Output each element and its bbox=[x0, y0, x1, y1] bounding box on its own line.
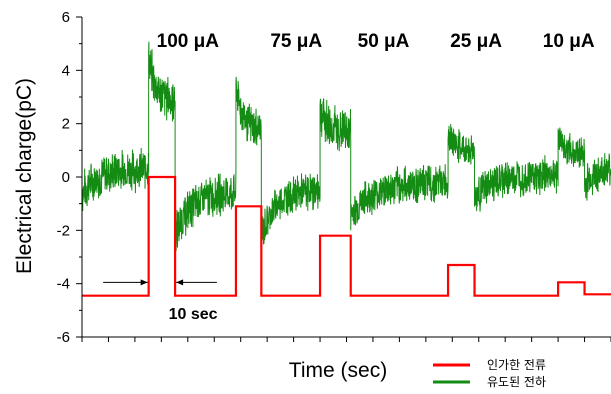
y-tick-label: -2 bbox=[57, 222, 70, 239]
current-label: 50 μA bbox=[358, 31, 410, 52]
current-label: 10 μA bbox=[543, 31, 595, 52]
legend-label-applied-current: 인가한 전류 bbox=[487, 358, 546, 372]
current-label: 100 μA bbox=[157, 31, 220, 52]
induced-charge-series bbox=[81, 41, 611, 252]
labels: 100 μA 75 μA 50 μA 25 μA 10 μA 10 sec bbox=[103, 31, 595, 323]
y-axis-label: Electrical charge(pC) bbox=[13, 78, 36, 274]
x-axis-label: Time (sec) bbox=[289, 359, 387, 382]
current-label: 25 μA bbox=[450, 31, 502, 52]
annotation-arrowhead-right bbox=[176, 279, 184, 286]
induced-charge-line bbox=[81, 41, 611, 252]
y-tick-label: -4 bbox=[57, 276, 70, 293]
y-tick-label: 0 bbox=[62, 169, 70, 186]
legend-label-induced-charge: 유도된 전하 bbox=[487, 375, 546, 389]
current-label: 75 μA bbox=[270, 31, 322, 52]
applied-current-line bbox=[82, 175, 611, 297]
legend: 인가한 전류 유도된 전하 bbox=[433, 358, 546, 389]
y-tick-label: 2 bbox=[62, 116, 70, 133]
annotation-10-sec: 10 sec bbox=[169, 306, 218, 323]
y-tick-label: 6 bbox=[62, 9, 70, 26]
y-tick-label: 4 bbox=[62, 62, 70, 79]
annotation-arrowhead-left bbox=[140, 279, 148, 286]
axes: 6 4 2 0 -2 -4 -6 bbox=[57, 9, 611, 346]
y-tick-label: -6 bbox=[57, 329, 70, 346]
applied-current-series bbox=[82, 175, 611, 297]
